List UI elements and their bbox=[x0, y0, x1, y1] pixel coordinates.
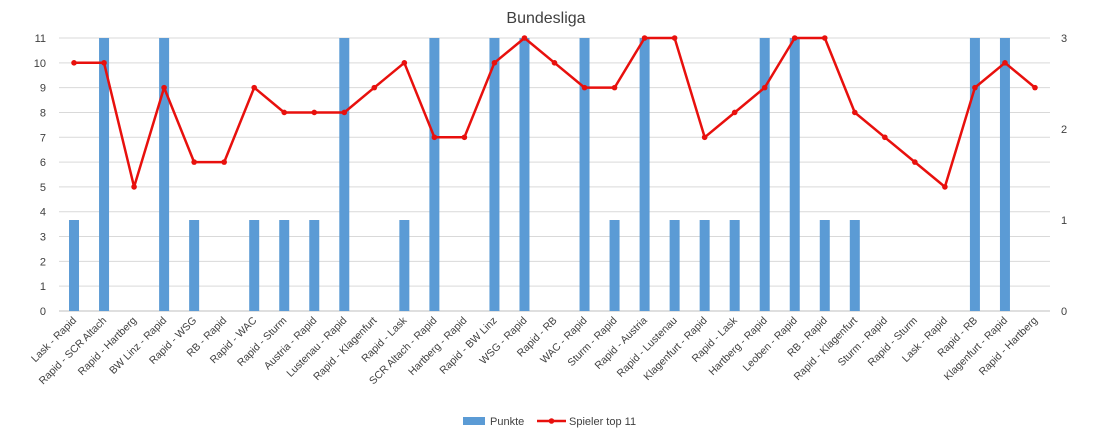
left-tick-label: 7 bbox=[40, 132, 46, 144]
bar bbox=[729, 220, 740, 311]
right-tick-label: 2 bbox=[1061, 124, 1067, 136]
left-tick-label: 3 bbox=[40, 232, 46, 244]
line-point bbox=[551, 60, 558, 66]
right-tick-label: 0 bbox=[1061, 306, 1067, 318]
legend-marker-spieler bbox=[548, 418, 555, 424]
right-tick-label: 1 bbox=[1061, 215, 1067, 227]
line-point bbox=[371, 84, 378, 91]
bar bbox=[489, 38, 500, 311]
bar-series bbox=[69, 38, 1010, 311]
line-point bbox=[491, 60, 498, 66]
left-tick-label: 6 bbox=[40, 157, 46, 169]
line-point bbox=[431, 134, 438, 141]
left-tick-label: 11 bbox=[35, 33, 46, 45]
bar bbox=[849, 220, 860, 311]
bar bbox=[609, 220, 620, 311]
chart-title: Bundesliga bbox=[506, 10, 585, 27]
left-axis-ticks: 0 1 2 3 4 5 6 7 8 9 10 11 bbox=[34, 33, 46, 318]
bar bbox=[69, 220, 80, 311]
line-point bbox=[882, 134, 888, 141]
line-point bbox=[731, 109, 738, 116]
line-point bbox=[461, 134, 468, 141]
bar bbox=[99, 38, 110, 311]
legend-swatch-punkte bbox=[463, 417, 485, 425]
line-point bbox=[641, 35, 648, 41]
legend-label-punkte: Punkte bbox=[490, 416, 524, 428]
left-tick-label: 2 bbox=[40, 256, 46, 268]
line-point bbox=[1002, 60, 1008, 66]
bar bbox=[699, 220, 710, 311]
bar bbox=[669, 220, 680, 311]
line-point bbox=[281, 109, 288, 116]
bar bbox=[639, 38, 650, 311]
line-point bbox=[341, 109, 348, 116]
bar bbox=[579, 38, 590, 311]
category-label: Rapid - Austria bbox=[593, 315, 650, 372]
bar bbox=[309, 220, 320, 311]
line-point bbox=[821, 35, 828, 41]
line-point bbox=[611, 84, 618, 91]
bar bbox=[339, 38, 350, 311]
line-point bbox=[221, 159, 227, 165]
bar bbox=[759, 38, 770, 311]
line-point bbox=[161, 84, 167, 91]
line-point bbox=[701, 134, 708, 141]
line-point bbox=[311, 109, 318, 116]
line-point bbox=[761, 84, 768, 91]
bar bbox=[399, 220, 410, 311]
line-point bbox=[521, 35, 528, 41]
line-point bbox=[581, 84, 588, 91]
line-point bbox=[671, 35, 678, 41]
left-tick-label: 1 bbox=[40, 281, 46, 293]
line-point bbox=[852, 109, 858, 116]
left-tick-label: 5 bbox=[40, 182, 46, 194]
line-point bbox=[191, 159, 197, 165]
bar bbox=[429, 38, 440, 311]
line-point bbox=[71, 60, 77, 66]
line-point bbox=[972, 84, 978, 91]
line-point bbox=[101, 60, 107, 66]
bar bbox=[819, 220, 830, 311]
left-tick-label: 8 bbox=[40, 107, 46, 119]
line-point bbox=[1032, 84, 1038, 91]
bar bbox=[279, 220, 290, 311]
right-axis-ticks: 0 1 2 3 bbox=[1061, 33, 1067, 318]
bar bbox=[519, 38, 530, 311]
right-tick-label: 3 bbox=[1061, 33, 1067, 45]
line-point bbox=[251, 84, 257, 91]
bar bbox=[159, 38, 170, 311]
bar bbox=[249, 220, 260, 311]
line-point bbox=[401, 60, 408, 66]
left-tick-label: 10 bbox=[34, 58, 46, 70]
gridlines bbox=[59, 37, 1050, 312]
bar bbox=[999, 38, 1010, 311]
left-tick-label: 4 bbox=[40, 207, 46, 219]
left-tick-label: 0 bbox=[40, 306, 46, 318]
bar bbox=[189, 220, 200, 311]
legend: Punkte Spieler top 11 bbox=[463, 416, 636, 428]
line-point bbox=[942, 184, 948, 190]
line-point bbox=[912, 159, 918, 165]
line-point bbox=[131, 184, 137, 190]
left-tick-label: 9 bbox=[40, 83, 46, 95]
line-point bbox=[791, 35, 798, 41]
legend-label-spieler: Spieler top 11 bbox=[569, 416, 636, 428]
line-series bbox=[71, 35, 1038, 190]
bar bbox=[969, 38, 980, 311]
bar bbox=[789, 38, 800, 311]
